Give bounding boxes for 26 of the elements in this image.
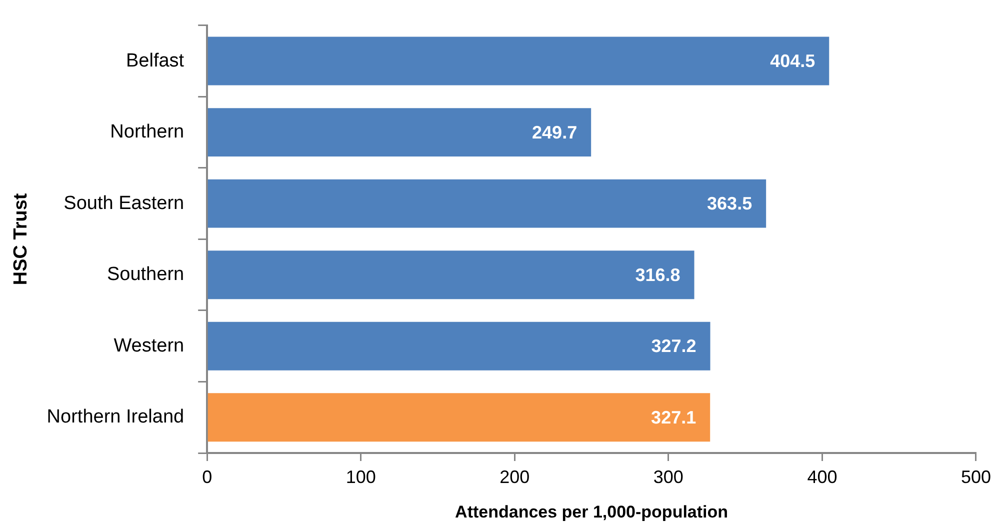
- data-label: 327.2: [651, 336, 696, 356]
- x-tick-label: 400: [807, 466, 838, 487]
- data-label: 249.7: [532, 122, 578, 142]
- bar: [208, 36, 830, 86]
- x-tick-label: 500: [960, 466, 992, 487]
- x-tick-label: 200: [500, 466, 530, 487]
- data-label: 316.8: [635, 264, 680, 285]
- y-tick-label: Southern: [106, 264, 184, 286]
- data-label: 404.5: [770, 51, 816, 71]
- y-tick-label: Belfast: [126, 50, 185, 72]
- data-label: 327.1: [651, 407, 696, 428]
- data-label: 363.5: [707, 194, 752, 214]
- bar: [208, 108, 592, 157]
- y-tick-label: South Eastern: [64, 192, 184, 214]
- bar: [208, 322, 710, 370]
- x-tick-label: 0: [202, 466, 212, 487]
- x-tick-label: 300: [653, 466, 684, 487]
- y-tick-label: Western: [114, 335, 184, 356]
- y-tick-label: Northern: [110, 122, 184, 143]
- x-axis-title: Attendances per 1,000-population: [455, 502, 728, 522]
- x-tick-label: 100: [346, 466, 376, 487]
- bar: [208, 250, 694, 300]
- y-tick-label: Northern Ireland: [46, 406, 184, 428]
- bar: [208, 179, 766, 228]
- y-axis-title: HSC Trust: [10, 192, 32, 286]
- bar: [208, 393, 710, 442]
